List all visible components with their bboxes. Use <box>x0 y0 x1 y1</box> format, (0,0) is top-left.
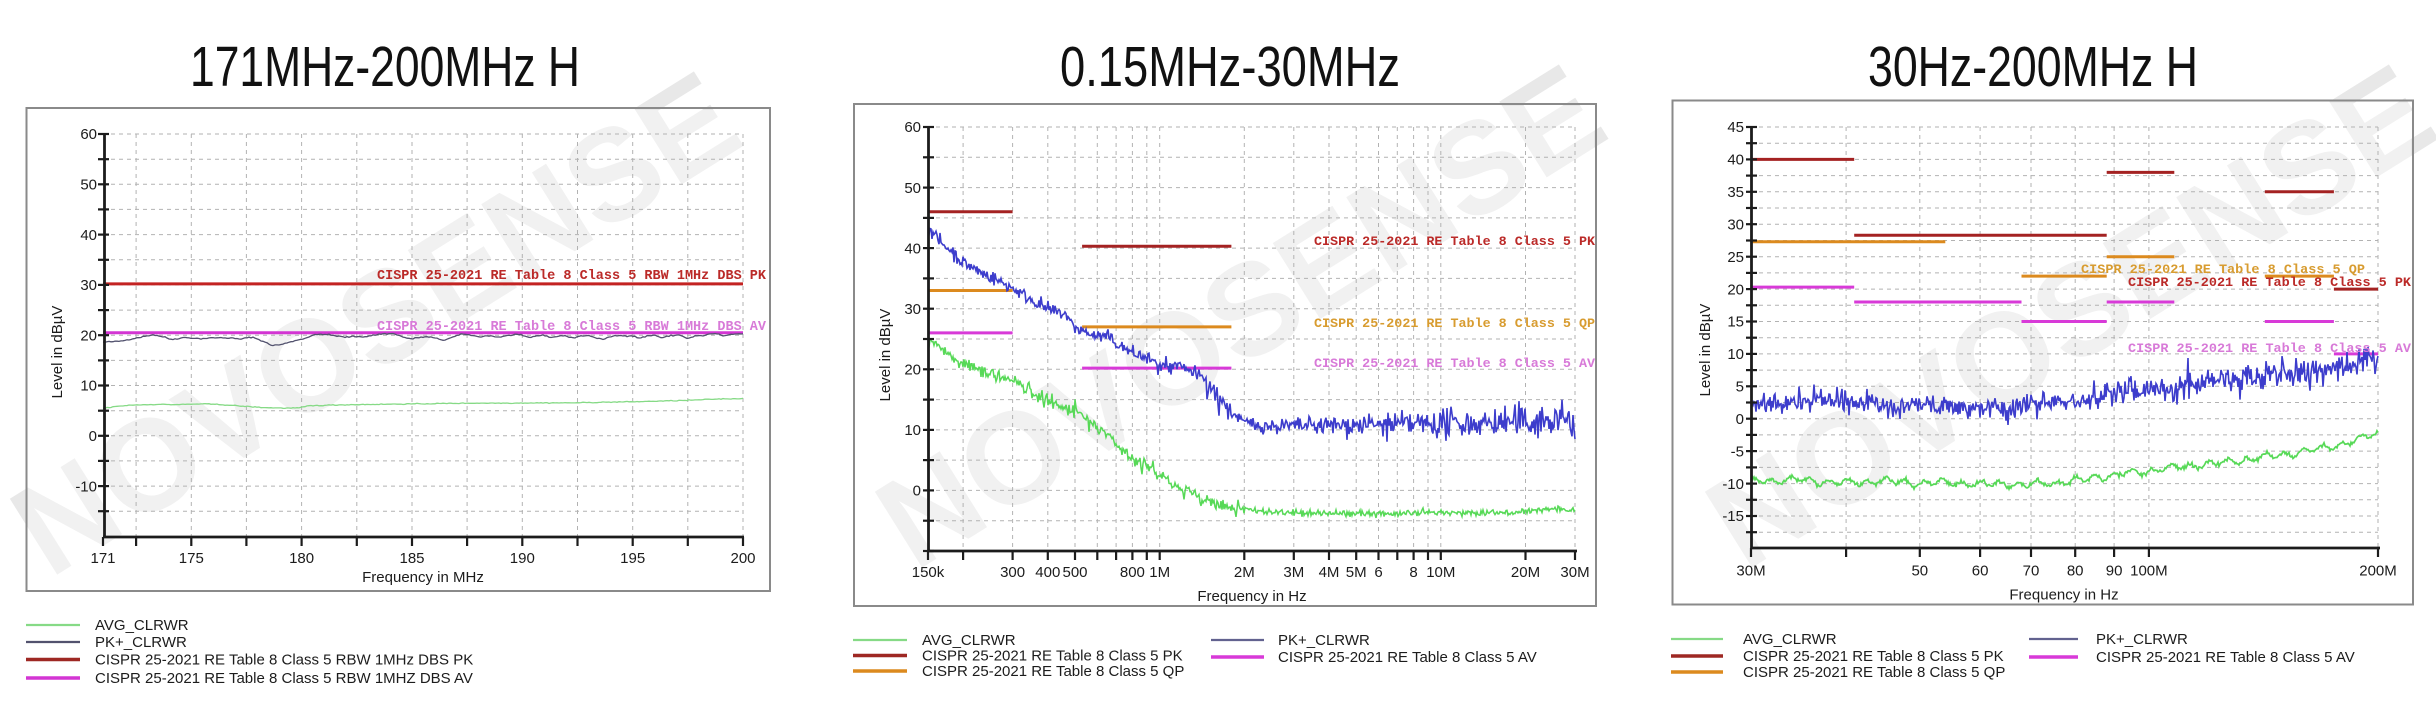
svg-text:195: 195 <box>620 550 645 567</box>
svg-text:-15: -15 <box>1722 508 1744 525</box>
svg-text:-5: -5 <box>1731 443 1744 460</box>
svg-text:PK+_CLRWR: PK+_CLRWR <box>2096 631 2188 648</box>
svg-text:20: 20 <box>80 327 97 344</box>
svg-text:CISPR 25-2021 RE Table 8 Class: CISPR 25-2021 RE Table 8 Class 5 QP <box>1743 664 2005 681</box>
svg-text:100M: 100M <box>2130 563 2168 580</box>
svg-text:Frequency in Hz: Frequency in Hz <box>2009 587 2118 604</box>
svg-text:10: 10 <box>80 378 97 395</box>
svg-text:50: 50 <box>904 180 921 197</box>
svg-text:800: 800 <box>1120 564 1145 581</box>
svg-text:CISPR 25-2021 RE Table 8 Class: CISPR 25-2021 RE Table 8 Class 5 PK <box>2128 275 2411 290</box>
svg-text:15: 15 <box>1727 314 1744 331</box>
svg-text:0: 0 <box>1736 411 1744 428</box>
svg-text:-10: -10 <box>75 478 97 495</box>
svg-text:40: 40 <box>1727 152 1744 169</box>
svg-text:3M: 3M <box>1283 564 1304 581</box>
svg-text:45: 45 <box>1727 119 1744 136</box>
svg-text:10: 10 <box>1727 346 1744 363</box>
svg-text:0: 0 <box>913 483 921 500</box>
svg-text:20: 20 <box>1727 281 1744 298</box>
svg-text:AVG_CLRWR: AVG_CLRWR <box>1743 631 1837 648</box>
svg-text:150k: 150k <box>912 564 945 581</box>
svg-text:PK+_CLRWR: PK+_CLRWR <box>95 634 187 651</box>
svg-text:175: 175 <box>179 550 204 567</box>
svg-text:CISPR 25-2021 RE Table 8 Class: CISPR 25-2021 RE Table 8 Class 5 QP <box>922 663 1184 680</box>
svg-text:180: 180 <box>289 550 314 567</box>
svg-text:10: 10 <box>904 422 921 439</box>
svg-text:Level in dBµV: Level in dBµV <box>1697 304 1714 397</box>
svg-text:CISPR 25-2021 RE Table 8 Class: CISPR 25-2021 RE Table 8 Class 5 PK <box>1314 234 1595 249</box>
svg-text:35: 35 <box>1727 184 1744 201</box>
svg-text:AVG_CLRWR: AVG_CLRWR <box>922 632 1016 649</box>
svg-text:30Hz-200MHz H: 30Hz-200MHz H <box>1868 35 2198 99</box>
svg-text:CISPR 25-2021 RE Table 8 Class: CISPR 25-2021 RE Table 8 Class 5 RBW 1MH… <box>377 320 767 335</box>
svg-text:185: 185 <box>399 550 424 567</box>
svg-text:CISPR 25-2021 RE Table 8 Class: CISPR 25-2021 RE Table 8 Class 5 QP <box>2081 262 2365 277</box>
svg-text:CISPR 25-2021 RE Table 8 Class: CISPR 25-2021 RE Table 8 Class 5 RBW 1MH… <box>95 652 473 669</box>
svg-text:60: 60 <box>1972 563 1989 580</box>
svg-text:30: 30 <box>1727 216 1744 233</box>
svg-text:CISPR 25-2021 RE Table 8 Class: CISPR 25-2021 RE Table 8 Class 5 RBW 1MH… <box>95 670 473 687</box>
svg-text:30M: 30M <box>1560 564 1589 581</box>
svg-text:8: 8 <box>1409 564 1417 581</box>
svg-text:CISPR 25-2021 RE Table 8 Class: CISPR 25-2021 RE Table 8 Class 5 AV <box>1314 356 1595 371</box>
svg-text:4M: 4M <box>1319 564 1340 581</box>
svg-text:0.15MHz-30MHz: 0.15MHz-30MHz <box>1060 35 1400 99</box>
svg-text:30: 30 <box>904 301 921 318</box>
svg-text:CISPR 25-2021 RE Table 8 Class: CISPR 25-2021 RE Table 8 Class 5 RBW 1MH… <box>377 269 767 284</box>
svg-text:10M: 10M <box>1426 564 1455 581</box>
svg-text:Level in dBµV: Level in dBµV <box>877 309 894 402</box>
svg-text:171MHz-200MHz H: 171MHz-200MHz H <box>190 35 580 99</box>
svg-text:-10: -10 <box>1722 476 1744 493</box>
svg-text:171: 171 <box>90 550 115 567</box>
svg-text:Frequency in MHz: Frequency in MHz <box>362 569 484 586</box>
svg-text:2M: 2M <box>1234 564 1255 581</box>
svg-text:1M: 1M <box>1149 564 1170 581</box>
svg-text:CISPR 25-2021 RE Table 8 Class: CISPR 25-2021 RE Table 8 Class 5 AV <box>2128 341 2411 356</box>
svg-text:CISPR 25-2021 RE Table 8 Class: CISPR 25-2021 RE Table 8 Class 5 PK <box>922 648 1183 665</box>
svg-text:CISPR 25-2021 RE Table 8 Class: CISPR 25-2021 RE Table 8 Class 5 QP <box>1314 316 1595 331</box>
svg-text:60: 60 <box>904 119 921 136</box>
svg-text:5: 5 <box>1736 379 1744 396</box>
svg-text:PK+_CLRWR: PK+_CLRWR <box>1278 632 1370 649</box>
svg-text:25: 25 <box>1727 249 1744 266</box>
svg-text:80: 80 <box>2067 563 2084 580</box>
svg-text:CISPR 25-2021 RE Table 8 Class: CISPR 25-2021 RE Table 8 Class 5 AV <box>1278 649 1537 666</box>
svg-text:CISPR 25-2021 RE Table 8 Class: CISPR 25-2021 RE Table 8 Class 5 AV <box>2096 649 2355 666</box>
svg-text:6: 6 <box>1374 564 1382 581</box>
svg-text:200: 200 <box>730 550 755 567</box>
svg-text:40: 40 <box>904 240 921 257</box>
svg-text:AVG_CLRWR: AVG_CLRWR <box>95 617 189 634</box>
svg-text:400: 400 <box>1035 564 1060 581</box>
svg-text:70: 70 <box>2023 563 2040 580</box>
svg-text:5M: 5M <box>1346 564 1367 581</box>
svg-text:40: 40 <box>80 227 97 244</box>
svg-text:500: 500 <box>1062 564 1087 581</box>
svg-text:Level in dBµV: Level in dBµV <box>49 306 66 399</box>
svg-text:50: 50 <box>80 177 97 194</box>
svg-text:50: 50 <box>1911 563 1928 580</box>
svg-text:90: 90 <box>2106 563 2123 580</box>
svg-text:190: 190 <box>510 550 535 567</box>
svg-text:20: 20 <box>904 362 921 379</box>
svg-text:30M: 30M <box>1736 563 1765 580</box>
svg-text:60: 60 <box>80 126 97 143</box>
svg-text:20M: 20M <box>1511 564 1540 581</box>
svg-text:Frequency in Hz: Frequency in Hz <box>1197 588 1306 605</box>
svg-text:CISPR 25-2021 RE Table 8 Class: CISPR 25-2021 RE Table 8 Class 5 PK <box>1743 648 2004 665</box>
svg-text:300: 300 <box>1000 564 1025 581</box>
svg-text:200M: 200M <box>2359 563 2397 580</box>
svg-text:0: 0 <box>89 428 97 445</box>
svg-text:30: 30 <box>80 277 97 294</box>
